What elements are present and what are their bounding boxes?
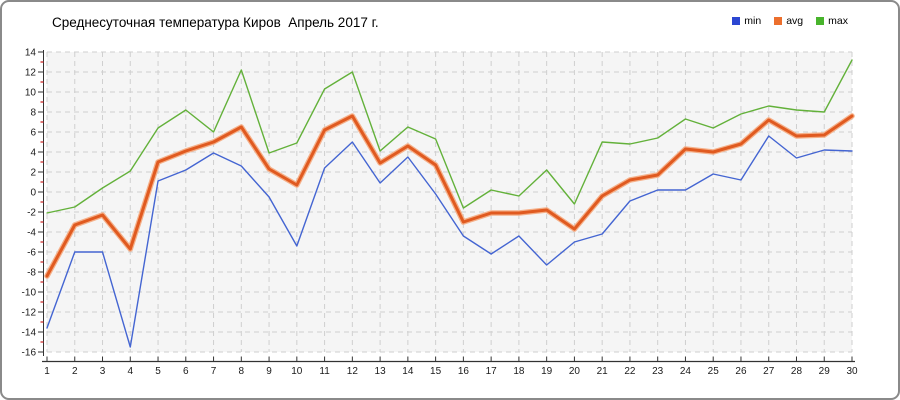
x-tick-label: 26 bbox=[735, 366, 747, 377]
x-tick-label: 15 bbox=[430, 366, 442, 377]
x-axis: 1 2 3 4 5 6 7 8 9 10 11 12 13 14 15 16 17 18 19 20 21 22 23 24 2… bbox=[42, 356, 858, 377]
x-tick-label: 19 bbox=[541, 366, 553, 377]
x-tick-label: 17 bbox=[486, 366, 498, 377]
x-tick-label: 9 bbox=[266, 366, 272, 377]
avg-series-line bbox=[45, 114, 854, 278]
y-tick-label: 0 bbox=[30, 188, 36, 199]
y-tick-label: -6 bbox=[27, 248, 36, 259]
y-tick-label: 10 bbox=[25, 88, 37, 99]
legend-item-avg: avg bbox=[774, 15, 803, 27]
y-tick-label: 12 bbox=[25, 68, 37, 79]
x-tick-label: 10 bbox=[291, 366, 303, 377]
x-tick-label: 24 bbox=[680, 366, 692, 377]
gridlines bbox=[46, 51, 853, 353]
x-tick-label: 27 bbox=[763, 366, 775, 377]
y-tick-label: -10 bbox=[22, 288, 37, 299]
min-series-line bbox=[46, 135, 853, 348]
x-tick-label: 12 bbox=[347, 366, 359, 377]
x-tick-label: 13 bbox=[375, 366, 387, 377]
x-tick-label: 1 bbox=[44, 366, 50, 377]
x-tick-label: 14 bbox=[402, 366, 414, 377]
x-tick-label: 6 bbox=[183, 366, 189, 377]
y-tick-label: 14 bbox=[25, 48, 37, 59]
x-tick-label: 21 bbox=[597, 366, 609, 377]
x-tick-label: 11 bbox=[319, 366, 330, 377]
legend-swatch-max bbox=[816, 17, 825, 25]
legend-swatch-min bbox=[732, 17, 741, 25]
legend: min avg max bbox=[732, 15, 848, 27]
x-tick-label: 28 bbox=[791, 366, 803, 377]
x-tick-label: 29 bbox=[819, 366, 831, 377]
x-tick-label: 23 bbox=[652, 366, 664, 377]
y-tick-label: -12 bbox=[22, 308, 37, 319]
legend-swatch-avg bbox=[774, 17, 783, 25]
chart-title: Среднесуточная температура Киров Апрель … bbox=[52, 15, 379, 30]
y-tick-label: -14 bbox=[22, 328, 37, 339]
x-tick-label: 4 bbox=[127, 366, 133, 377]
x-tick-label: 2 bbox=[72, 366, 78, 377]
x-tick-label: 22 bbox=[624, 366, 636, 377]
x-tick-label: 18 bbox=[513, 366, 525, 377]
y-tick-label: 2 bbox=[30, 168, 36, 179]
x-tick-label: 7 bbox=[211, 366, 217, 377]
legend-label-min: min bbox=[744, 15, 762, 27]
x-tick-label: 16 bbox=[458, 366, 470, 377]
legend-item-max: max bbox=[816, 15, 848, 27]
y-tick-label: 4 bbox=[30, 148, 36, 159]
x-tick-label: 30 bbox=[846, 366, 858, 377]
x-tick-label: 20 bbox=[569, 366, 581, 377]
x-tick-label: 8 bbox=[239, 366, 245, 377]
y-tick-label: 6 bbox=[30, 128, 36, 139]
legend-label-max: max bbox=[828, 15, 848, 27]
y-tick-label: -4 bbox=[27, 228, 36, 239]
y-tick-label: 8 bbox=[30, 108, 36, 119]
legend-label-avg: avg bbox=[786, 15, 804, 27]
max-series-line bbox=[46, 59, 853, 214]
x-tick-label: 5 bbox=[155, 366, 161, 377]
x-tick-label: 25 bbox=[708, 366, 720, 377]
legend-item-min: min bbox=[732, 15, 761, 27]
y-tick-label: -2 bbox=[27, 208, 36, 219]
y-axis: -16 -14 -12 -10 -8 -6 -4 -2 0 2 4 6 8 10 12 14 bbox=[22, 48, 44, 359]
x-tick-label: 3 bbox=[100, 366, 106, 377]
y-tick-label: -16 bbox=[22, 348, 37, 359]
y-tick-label: -8 bbox=[27, 268, 36, 279]
plot-area bbox=[47, 52, 852, 352]
